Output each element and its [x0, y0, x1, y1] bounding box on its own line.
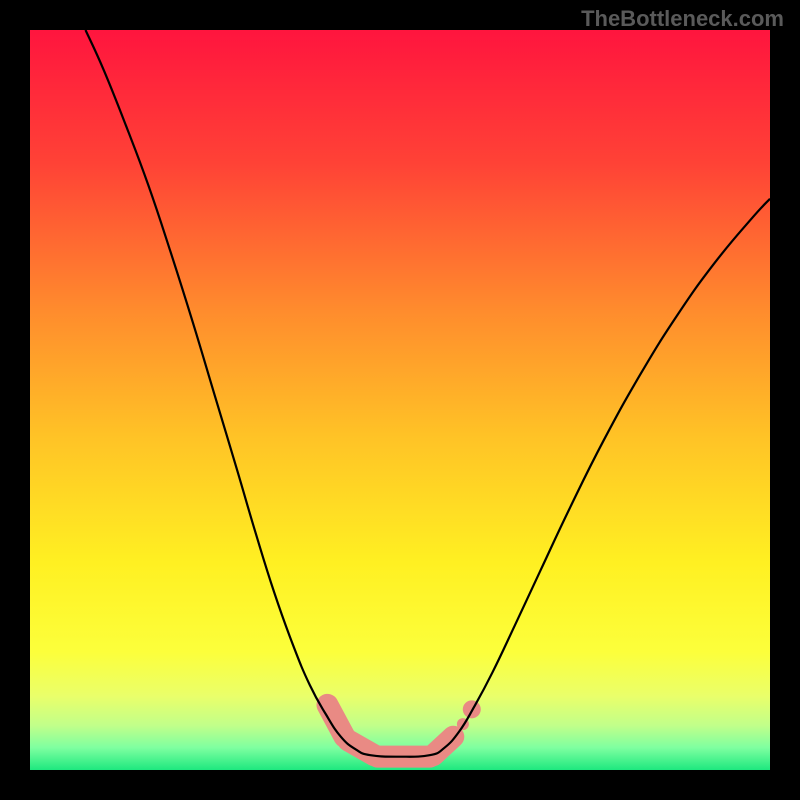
plot-svg	[30, 30, 770, 770]
plot-area	[30, 30, 770, 770]
gradient-background	[30, 30, 770, 770]
chart-root: TheBottleneck.com	[0, 0, 800, 800]
watermark-text: TheBottleneck.com	[581, 6, 784, 32]
